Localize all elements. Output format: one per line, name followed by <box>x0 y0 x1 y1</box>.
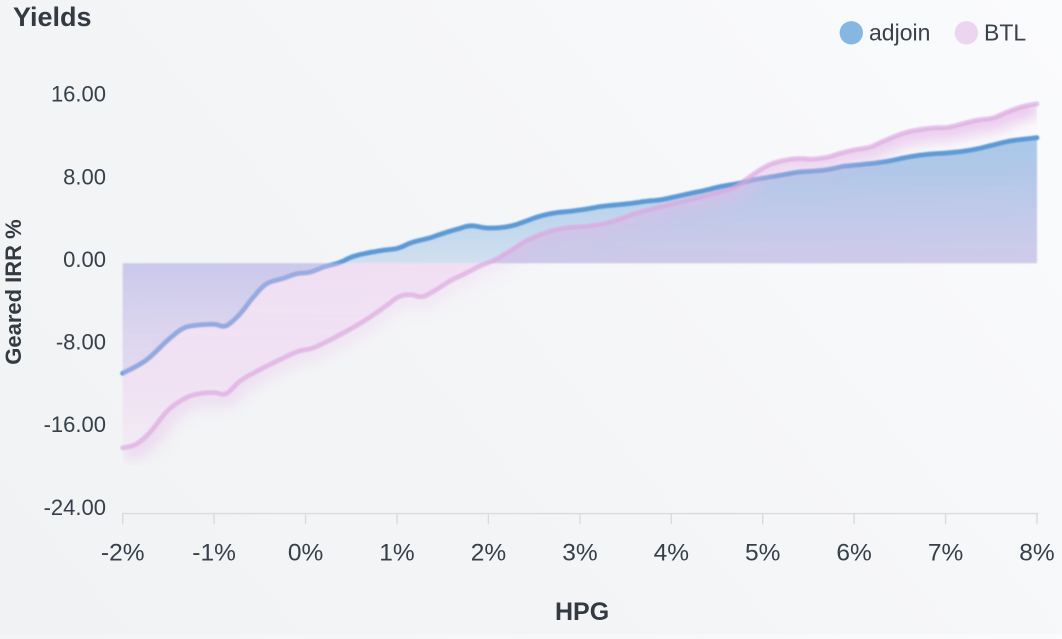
svg-text:1%: 1% <box>379 540 414 567</box>
svg-text:16.00: 16.00 <box>51 82 106 107</box>
svg-text:4%: 4% <box>654 540 689 567</box>
svg-text:8%: 8% <box>1019 540 1054 567</box>
svg-text:HPG: HPG <box>555 598 609 626</box>
svg-text:8.00: 8.00 <box>63 165 106 190</box>
svg-text:adjoin: adjoin <box>869 20 930 46</box>
svg-text:2%: 2% <box>471 540 506 567</box>
svg-text:-8.00: -8.00 <box>56 330 106 355</box>
svg-text:BTL: BTL <box>984 20 1026 46</box>
svg-text:-16.00: -16.00 <box>44 412 106 437</box>
svg-text:6%: 6% <box>836 540 871 567</box>
svg-text:5%: 5% <box>745 540 780 567</box>
svg-text:0.00: 0.00 <box>63 247 106 272</box>
svg-text:Geared IRR %: Geared IRR % <box>1 219 26 365</box>
svg-text:7%: 7% <box>928 540 963 567</box>
svg-text:-24.00: -24.00 <box>44 495 106 520</box>
svg-text:-2%: -2% <box>101 540 145 567</box>
svg-text:-1%: -1% <box>192 540 236 567</box>
svg-text:Yields: Yields <box>13 2 92 32</box>
svg-text:3%: 3% <box>562 540 597 567</box>
svg-text:0%: 0% <box>288 540 323 567</box>
